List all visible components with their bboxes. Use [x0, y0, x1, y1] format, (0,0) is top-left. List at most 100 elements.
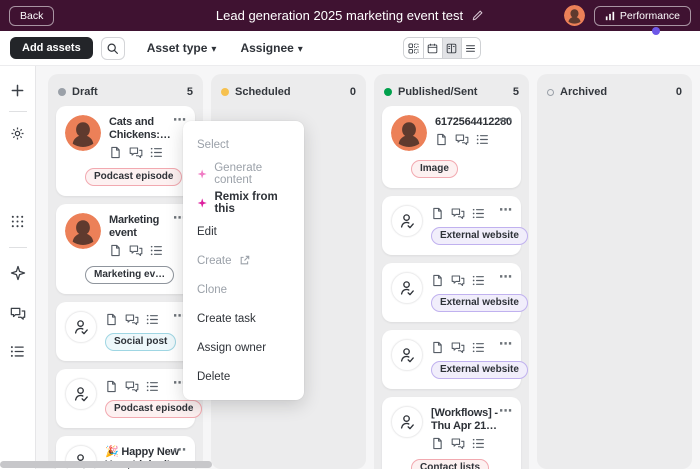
- page-title: Lead generation 2025 marketing event tes…: [215, 7, 464, 23]
- add-icon[interactable]: [6, 78, 30, 102]
- assignee-avatar: [391, 115, 427, 151]
- asset-card[interactable]: External website: [382, 196, 528, 255]
- conversations-icon[interactable]: [6, 301, 30, 325]
- asset-toolbar: Add assets Asset type Assignee: [0, 31, 700, 66]
- apps-grid-icon[interactable]: [6, 209, 30, 233]
- view-toggle-grid[interactable]: [403, 38, 423, 58]
- menu-item-label: Create: [197, 254, 232, 267]
- page-title-wrap: Lead generation 2025 marketing event tes…: [0, 7, 700, 25]
- menu-item-label: Remix from this: [214, 190, 278, 215]
- card-menu-button[interactable]: [499, 114, 512, 126]
- menu-item-create[interactable]: Create: [183, 246, 304, 275]
- checklist-icon: [150, 244, 163, 257]
- horizontal-scrollbar-thumb[interactable]: [0, 461, 212, 468]
- document-icon: [431, 207, 444, 220]
- comments-icon: [125, 313, 139, 326]
- status-dot-scheduled: [221, 88, 229, 96]
- asset-card[interactable]: [Workflows] - Thu Apr 21… Contact lists: [382, 397, 521, 469]
- asset-card[interactable]: Podcast episode: [56, 369, 203, 428]
- asset-title: Cats and Chickens:…: [109, 116, 171, 141]
- back-button[interactable]: Back: [9, 5, 55, 26]
- comments-icon: [451, 274, 465, 287]
- menu-item-label: Select: [197, 138, 229, 151]
- filter-asset-type[interactable]: Asset type: [139, 37, 225, 59]
- comments-icon: [129, 244, 143, 257]
- asset-card[interactable]: 6172564412280 Image: [382, 106, 521, 188]
- comments-icon: [455, 133, 469, 146]
- column-archived: Archived 0: [537, 74, 692, 469]
- document-icon: [435, 133, 448, 146]
- filter-assignee[interactable]: Assignee: [232, 37, 310, 59]
- column-header: Archived 0: [537, 74, 692, 106]
- menu-item-generate-content[interactable]: Generate content: [183, 159, 304, 188]
- back-button-label: Back: [20, 9, 44, 22]
- asset-type-tag: Podcast episode: [85, 168, 183, 186]
- card-menu-button[interactable]: [499, 204, 512, 216]
- user-avatar[interactable]: [564, 5, 585, 26]
- asset-title: Marketing event: [109, 214, 160, 239]
- menu-item-remix-from-this[interactable]: Remix from this: [183, 188, 304, 217]
- view-toggle-calendar[interactable]: [422, 38, 442, 58]
- menu-item-label: Delete: [197, 370, 231, 383]
- asset-card[interactable]: External website: [382, 330, 528, 389]
- bar-chart-icon: [605, 11, 615, 20]
- asset-type-tag: External website: [431, 227, 528, 245]
- unassigned-avatar-icon: [65, 311, 97, 343]
- menu-item-clone[interactable]: Clone: [183, 275, 304, 304]
- menu-item-edit[interactable]: Edit: [183, 217, 304, 246]
- chevron-down-icon: [211, 41, 216, 55]
- asset-card[interactable]: External website: [382, 263, 528, 322]
- calendar-view-icon: [428, 43, 438, 53]
- card-menu-button[interactable]: [173, 444, 186, 456]
- menu-item-delete[interactable]: Delete: [183, 362, 304, 391]
- view-switcher: [402, 37, 481, 59]
- menu-item-create-task[interactable]: Create task: [183, 304, 304, 333]
- asset-card[interactable]: Marketing event Marketing ev…: [56, 204, 195, 294]
- edit-title-icon[interactable]: [471, 9, 484, 22]
- sparkle-icon: [197, 168, 207, 180]
- list-view-icon: [466, 44, 476, 52]
- kanban-board: Draft 5 Cats and Chickens:…: [36, 66, 700, 469]
- status-dot-draft: [58, 88, 66, 96]
- card-menu-button[interactable]: [499, 405, 512, 417]
- card-menu-button[interactable]: [499, 271, 512, 283]
- checklist-icon: [150, 146, 163, 159]
- asset-title: [Workflows] - Thu Apr 21…: [431, 407, 498, 432]
- view-toggle-list[interactable]: [460, 38, 480, 58]
- view-toggle-board[interactable]: [441, 38, 461, 58]
- asset-type-tag: External website: [431, 361, 528, 379]
- unassigned-avatar-icon: [391, 406, 423, 438]
- menu-item-select[interactable]: Select: [183, 130, 304, 159]
- asset-card[interactable]: Cats and Chickens:… Podcast episode: [56, 106, 195, 196]
- chevron-down-icon: [298, 41, 303, 55]
- filter-assignee-label: Assignee: [240, 41, 294, 55]
- card-context-menu: Select Generate content Remix from this …: [183, 121, 304, 400]
- comments-icon: [125, 380, 139, 393]
- ai-sparkle-icon[interactable]: [6, 261, 30, 285]
- comments-icon: [451, 437, 465, 450]
- document-icon: [105, 380, 118, 393]
- document-icon: [105, 313, 118, 326]
- performance-button[interactable]: Performance: [593, 5, 691, 26]
- sparkle-icon: [197, 197, 207, 209]
- menu-item-label: Create task: [197, 312, 256, 325]
- column-title: Archived: [560, 86, 608, 98]
- column-title: Draft: [72, 86, 98, 98]
- menu-item-assign-owner[interactable]: Assign owner: [183, 333, 304, 362]
- assignee-avatar: [65, 115, 101, 151]
- add-assets-button[interactable]: Add assets: [10, 37, 93, 59]
- asset-card[interactable]: Social post: [56, 302, 195, 361]
- search-icon: [107, 43, 119, 54]
- notification-beacon[interactable]: [652, 27, 660, 35]
- document-icon: [431, 437, 444, 450]
- asset-type-tag: Contact lists: [411, 459, 490, 469]
- asset-title: 6172564412280: [435, 116, 512, 128]
- menu-item-label: Assign owner: [197, 341, 267, 354]
- tasks-list-icon[interactable]: [6, 339, 30, 363]
- card-menu-button[interactable]: [499, 338, 512, 350]
- settings-gear-icon[interactable]: [6, 121, 30, 145]
- search-button[interactable]: [100, 36, 125, 60]
- grid-view-icon: [408, 42, 419, 54]
- column-count: 5: [186, 86, 193, 98]
- column-draft: Draft 5 Cats and Chickens:…: [48, 74, 203, 469]
